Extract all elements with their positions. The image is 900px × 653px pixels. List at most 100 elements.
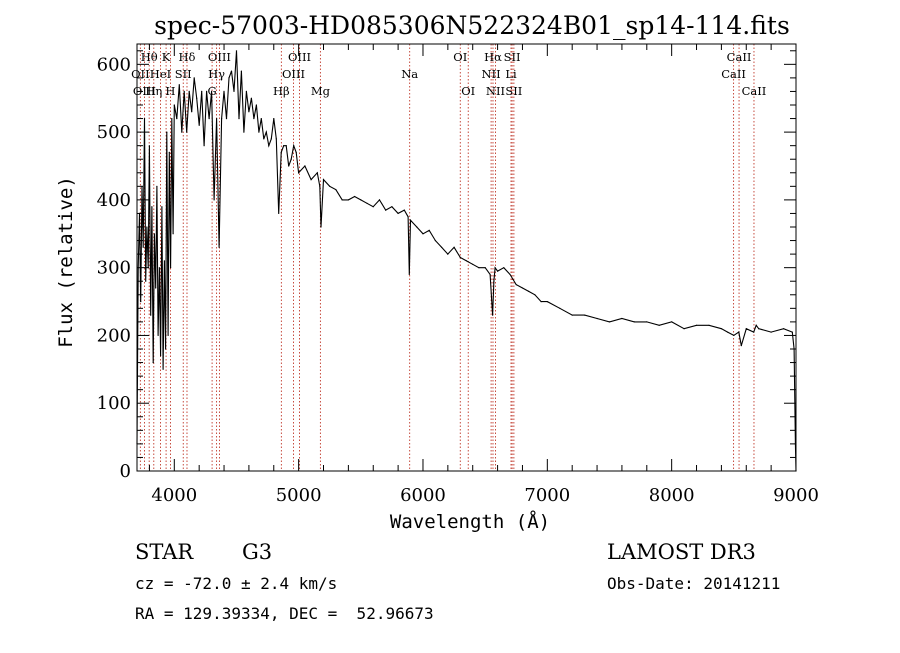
data-point [546,301,548,303]
data-point [211,90,213,92]
data-point [158,267,160,269]
data-point [191,111,193,113]
data-point [161,206,163,208]
data-point [472,263,474,265]
data-point [727,331,729,333]
data-point [162,368,164,370]
data-point [316,172,318,174]
data-point [465,260,468,262]
data-point [167,334,169,336]
spectral-line-label: Li [505,67,517,81]
data-point [240,70,242,72]
spectral-line-label: Hα [484,50,502,64]
data-point [596,317,598,320]
spectral-line-label: SII [504,50,521,64]
data-point [322,179,325,181]
data-point [150,314,152,316]
data-point [165,348,167,350]
data-point [409,219,412,221]
spectral-line-label: H [165,84,175,98]
data-point [434,240,436,242]
data-point [146,226,148,228]
data-point [253,118,255,120]
data-point [183,90,185,92]
y-tick-label: 0 [120,461,131,482]
data-point [378,199,381,201]
data-point [258,131,260,133]
data-point [245,90,247,92]
spectral-line-markers [139,44,755,471]
spectral-line-label: G [208,84,217,98]
data-point [142,246,144,248]
y-axis-ticks: 0 100 200 300 400 500 600 [97,50,796,482]
object-class: STAR [135,540,194,564]
data-point [255,104,257,106]
spectral-line-label: K [162,50,171,64]
data-point [304,165,306,167]
data-point [416,226,418,228]
series-layer [136,50,797,472]
data-point [298,172,300,174]
data-point [172,233,174,235]
data-point [515,284,517,286]
data-point [216,118,218,120]
data-point [528,290,530,292]
data-point [621,317,623,320]
data-point [178,84,180,86]
data-point [740,345,742,347]
data-point [671,321,673,323]
spectral-line-label: NII [486,84,505,98]
data-point [791,331,793,333]
spectral-line-label: CaII [727,50,752,64]
chart-title: spec-57003-HD085306N522324B01_sp14-114.f… [154,11,790,40]
data-point [160,355,162,357]
spectral-line-label: NII [482,67,501,81]
data-point [170,267,172,269]
data-point [290,158,292,160]
x-tick-label: 7000 [524,485,570,506]
spectral-line-label: Hβ [273,84,290,98]
data-point [145,280,147,282]
data-point [230,70,233,72]
data-point [248,111,250,113]
data-point [181,131,183,133]
data-point [203,145,205,147]
data-point [503,267,505,269]
data-point [695,324,698,326]
x-tick-label: 9000 [773,485,819,506]
data-point [341,199,343,201]
data-point [403,209,405,211]
data-point [360,199,362,201]
object-subclass: G3 [242,540,272,564]
data-point [494,267,496,269]
data-point [171,118,173,120]
data-point [509,273,511,275]
data-point [366,202,368,204]
data-point [293,145,295,147]
data-point [263,138,265,140]
data-point [408,273,410,275]
data-point [745,328,747,330]
data-point [447,253,449,255]
data-point [428,229,430,231]
data-point [658,324,660,326]
data-point [151,206,153,208]
y-tick-label: 100 [97,393,131,414]
spectral-line-label: SII [175,67,192,81]
spectral-line-label: OIII [133,84,156,98]
spectral-line-label: CaII [742,84,767,98]
data-point [753,331,755,333]
data-point [372,206,374,208]
x-tick-label: 5000 [276,485,322,506]
spectral-line-label: HeI [150,67,171,81]
data-point [157,334,159,336]
data-point [354,195,356,198]
data-point [186,131,188,133]
data-point [720,328,723,330]
spectral-line-label: OII [131,67,150,81]
data-point [250,97,252,99]
spectral-line-label: Mg [311,84,331,98]
x-tick-label: 4000 [151,485,197,506]
